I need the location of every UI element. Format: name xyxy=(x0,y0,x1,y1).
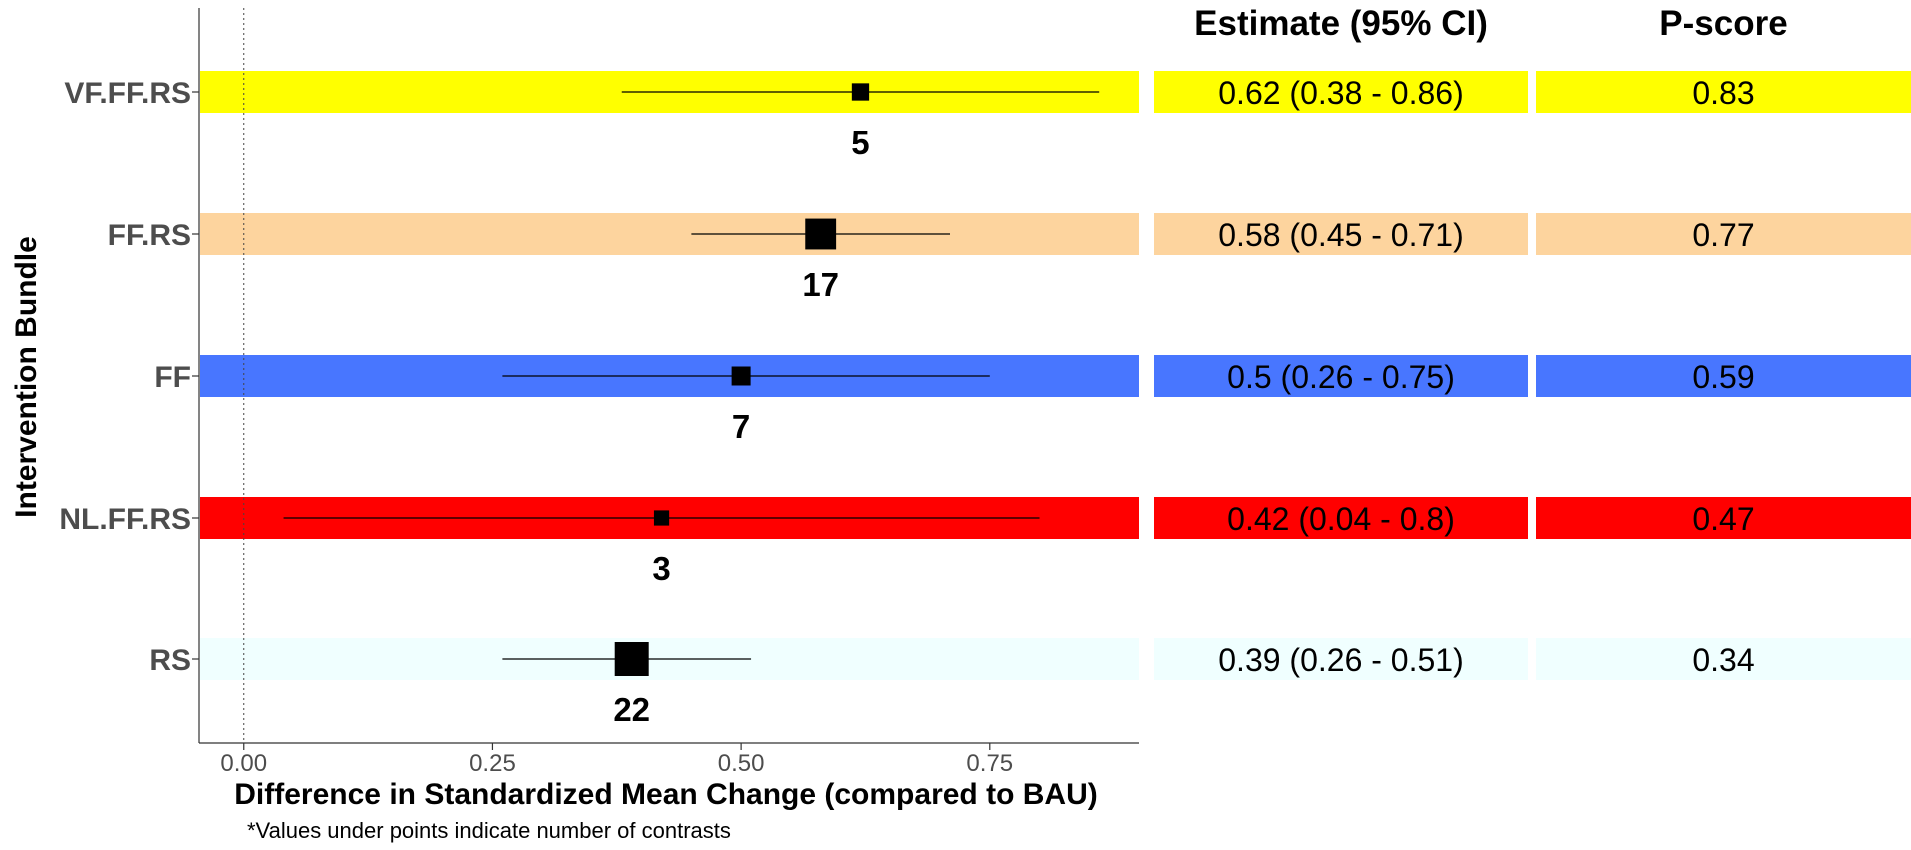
estimate-cell-band xyxy=(1154,638,1528,680)
estimate-point xyxy=(614,642,649,676)
estimate-ci-text: 0.5 (0.26 - 0.75) xyxy=(1227,359,1455,395)
estimate-point xyxy=(731,366,751,386)
pscore-cell-band xyxy=(1536,638,1911,680)
x-tick-label: 0.50 xyxy=(718,750,765,777)
estimate-cell-band xyxy=(1154,71,1528,113)
pscore-text: 0.59 xyxy=(1692,359,1754,395)
y-axis-title: Intervention Bundle xyxy=(10,236,43,518)
estimate-point xyxy=(851,83,870,101)
estimate-ci-text: 0.42 (0.04 - 0.8) xyxy=(1227,501,1455,537)
row-band xyxy=(200,213,1139,255)
pscore-cell-band xyxy=(1536,213,1911,255)
pscore-text: 0.47 xyxy=(1692,501,1754,537)
pscore-cell-band xyxy=(1536,71,1911,113)
y-tick-label: FF.RS xyxy=(108,219,191,252)
y-tick-label: NL.FF.RS xyxy=(59,503,191,536)
estimate-point xyxy=(805,218,837,250)
pscore-cell-band xyxy=(1536,497,1911,539)
y-tick-label: VF.FF.RS xyxy=(64,77,191,110)
y-tick-label: RS xyxy=(149,644,191,677)
pscore-cell-band xyxy=(1536,355,1911,397)
estimate-column-header: Estimate (95% CI) xyxy=(1194,4,1488,43)
y-axis-labels: VF.FF.RS FF.RS FF NL.FF.RS RS xyxy=(59,77,199,677)
x-axis-title: Difference in Standardized Mean Change (… xyxy=(234,778,1097,811)
x-tick-label: 0.00 xyxy=(220,750,267,777)
estimate-cell-band xyxy=(1154,497,1528,539)
pscore-text: 0.34 xyxy=(1692,642,1754,678)
estimates: 5 17 7 3 22 xyxy=(283,83,1100,728)
contrast-count-label: 22 xyxy=(613,691,650,728)
estimate-cell-band xyxy=(1154,355,1528,397)
pscore-column-header: P-score xyxy=(1659,4,1787,43)
pscore-text: 0.77 xyxy=(1692,217,1754,253)
contrast-count-label: 5 xyxy=(851,124,869,161)
pscore-text: 0.83 xyxy=(1692,75,1754,111)
estimate-ci-text: 0.62 (0.38 - 0.86) xyxy=(1218,75,1463,111)
y-tick-label: FF xyxy=(154,361,191,394)
estimate-point xyxy=(653,510,670,526)
contrast-count-label: 3 xyxy=(652,550,670,587)
estimate-ci-text: 0.58 (0.45 - 0.71) xyxy=(1218,217,1463,253)
x-tick-label: 0.25 xyxy=(469,750,516,777)
contrast-count-label: 7 xyxy=(732,408,750,445)
estimate-cell-band xyxy=(1154,213,1528,255)
footnote: *Values under points indicate number of … xyxy=(247,818,731,843)
estimate-ci-text: 0.39 (0.26 - 0.51) xyxy=(1218,642,1463,678)
estimate-table: Estimate (95% CI) P-score 0.62 (0.38 - 0.8… xyxy=(1154,4,1911,680)
contrast-count-label: 17 xyxy=(802,266,839,303)
x-axis-ticks: 0.00 0.25 0.50 0.75 xyxy=(220,743,1013,777)
x-tick-label: 0.75 xyxy=(966,750,1013,777)
